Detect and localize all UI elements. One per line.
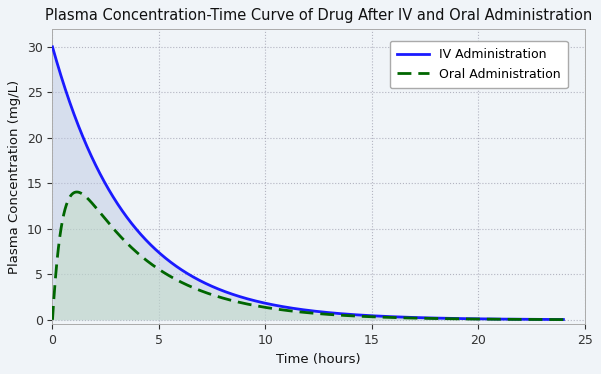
IV Administration: [76, 127, 84, 132]
IV Administration: [239, 295, 246, 300]
Oral Administration: [560, 318, 567, 322]
Oral Administration: [60, 212, 67, 217]
X-axis label: Time (hours): Time (hours): [276, 353, 361, 366]
IV Administration: [356, 313, 363, 317]
IV Administration: [560, 317, 567, 322]
IV Administration: [469, 316, 477, 321]
Line: IV Administration: IV Administration: [52, 47, 564, 319]
Oral Administration: [94, 208, 102, 212]
Legend: IV Administration, Oral Administration: IV Administration, Oral Administration: [390, 41, 568, 88]
Oral Administration: [73, 190, 81, 194]
Oral Administration: [356, 314, 364, 319]
Oral Administration: [76, 190, 84, 195]
Oral Administration: [49, 318, 56, 322]
IV Administration: [49, 45, 56, 49]
Y-axis label: Plasma Concentration (mg/L): Plasma Concentration (mg/L): [8, 79, 21, 274]
IV Administration: [94, 167, 102, 172]
Title: Plasma Concentration-Time Curve of Drug After IV and Oral Administration: Plasma Concentration-Time Curve of Drug …: [45, 8, 592, 23]
Oral Administration: [239, 301, 246, 305]
Oral Administration: [469, 317, 477, 321]
IV Administration: [60, 82, 67, 87]
Line: Oral Administration: Oral Administration: [52, 192, 564, 320]
